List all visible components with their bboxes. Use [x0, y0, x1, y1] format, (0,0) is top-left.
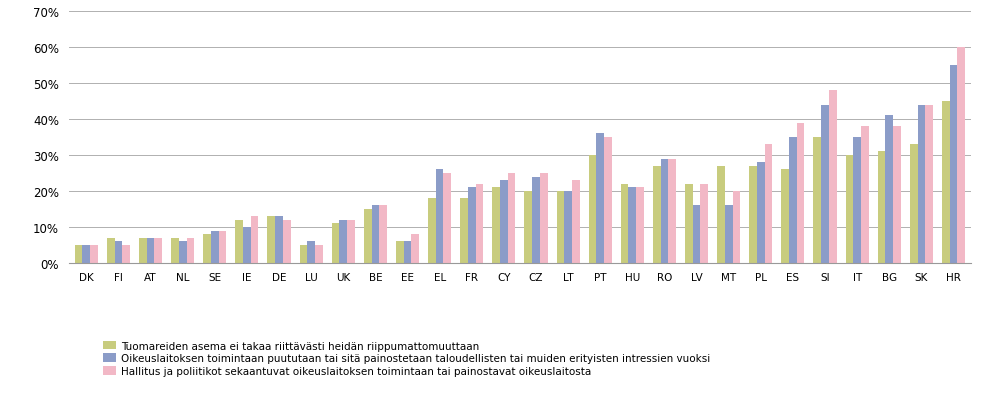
Bar [436, 170, 443, 263]
Bar [861, 127, 869, 263]
Bar [685, 184, 693, 263]
Bar [589, 156, 596, 263]
Bar [693, 206, 700, 263]
Bar [789, 138, 797, 263]
Bar [532, 177, 540, 263]
Bar [171, 238, 179, 263]
Bar [660, 159, 668, 263]
Bar [154, 238, 162, 263]
Bar [211, 231, 219, 263]
Bar [950, 66, 957, 263]
Bar [846, 156, 853, 263]
Bar [139, 238, 147, 263]
Bar [347, 220, 355, 263]
Bar [653, 166, 660, 263]
Bar [276, 217, 283, 263]
Bar [90, 245, 98, 263]
Legend: Tuomareiden asema ei takaa riittävästi heidän riippumattomuuttaan, Oikeuslaitoks: Tuomareiden asema ei takaa riittävästi h… [101, 339, 712, 378]
Bar [733, 192, 741, 263]
Bar [396, 242, 403, 263]
Bar [829, 91, 837, 263]
Bar [725, 206, 733, 263]
Bar [700, 184, 708, 263]
Bar [782, 170, 789, 263]
Bar [123, 245, 130, 263]
Bar [917, 105, 925, 263]
Bar [909, 145, 917, 263]
Bar [251, 217, 258, 263]
Bar [219, 231, 227, 263]
Bar [749, 166, 757, 263]
Bar [332, 224, 339, 263]
Bar [82, 245, 90, 263]
Bar [235, 220, 243, 263]
Bar [372, 206, 380, 263]
Bar [147, 238, 154, 263]
Bar [476, 184, 484, 263]
Bar [186, 238, 194, 263]
Bar [717, 166, 725, 263]
Bar [525, 192, 532, 263]
Bar [821, 105, 829, 263]
Bar [886, 116, 893, 263]
Bar [893, 127, 901, 263]
Bar [339, 220, 347, 263]
Bar [107, 238, 115, 263]
Bar [380, 206, 387, 263]
Bar [203, 234, 211, 263]
Bar [403, 242, 411, 263]
Bar [508, 174, 515, 263]
Bar [604, 138, 612, 263]
Bar [492, 188, 500, 263]
Bar [460, 199, 468, 263]
Bar [621, 184, 629, 263]
Bar [556, 192, 564, 263]
Bar [115, 242, 123, 263]
Bar [268, 217, 276, 263]
Bar [564, 192, 572, 263]
Bar [853, 138, 861, 263]
Bar [878, 152, 886, 263]
Bar [299, 245, 307, 263]
Bar [307, 242, 315, 263]
Bar [428, 199, 436, 263]
Bar [443, 174, 451, 263]
Bar [797, 124, 804, 263]
Bar [179, 242, 186, 263]
Bar [572, 181, 580, 263]
Bar [315, 245, 323, 263]
Bar [757, 163, 764, 263]
Bar [942, 102, 950, 263]
Bar [75, 245, 82, 263]
Bar [411, 234, 419, 263]
Bar [540, 174, 547, 263]
Bar [596, 134, 604, 263]
Bar [364, 209, 372, 263]
Bar [925, 105, 933, 263]
Bar [764, 145, 772, 263]
Bar [957, 48, 965, 263]
Bar [637, 188, 644, 263]
Bar [629, 188, 637, 263]
Bar [283, 220, 290, 263]
Bar [243, 227, 251, 263]
Bar [500, 181, 508, 263]
Bar [813, 138, 821, 263]
Bar [468, 188, 476, 263]
Bar [668, 159, 676, 263]
